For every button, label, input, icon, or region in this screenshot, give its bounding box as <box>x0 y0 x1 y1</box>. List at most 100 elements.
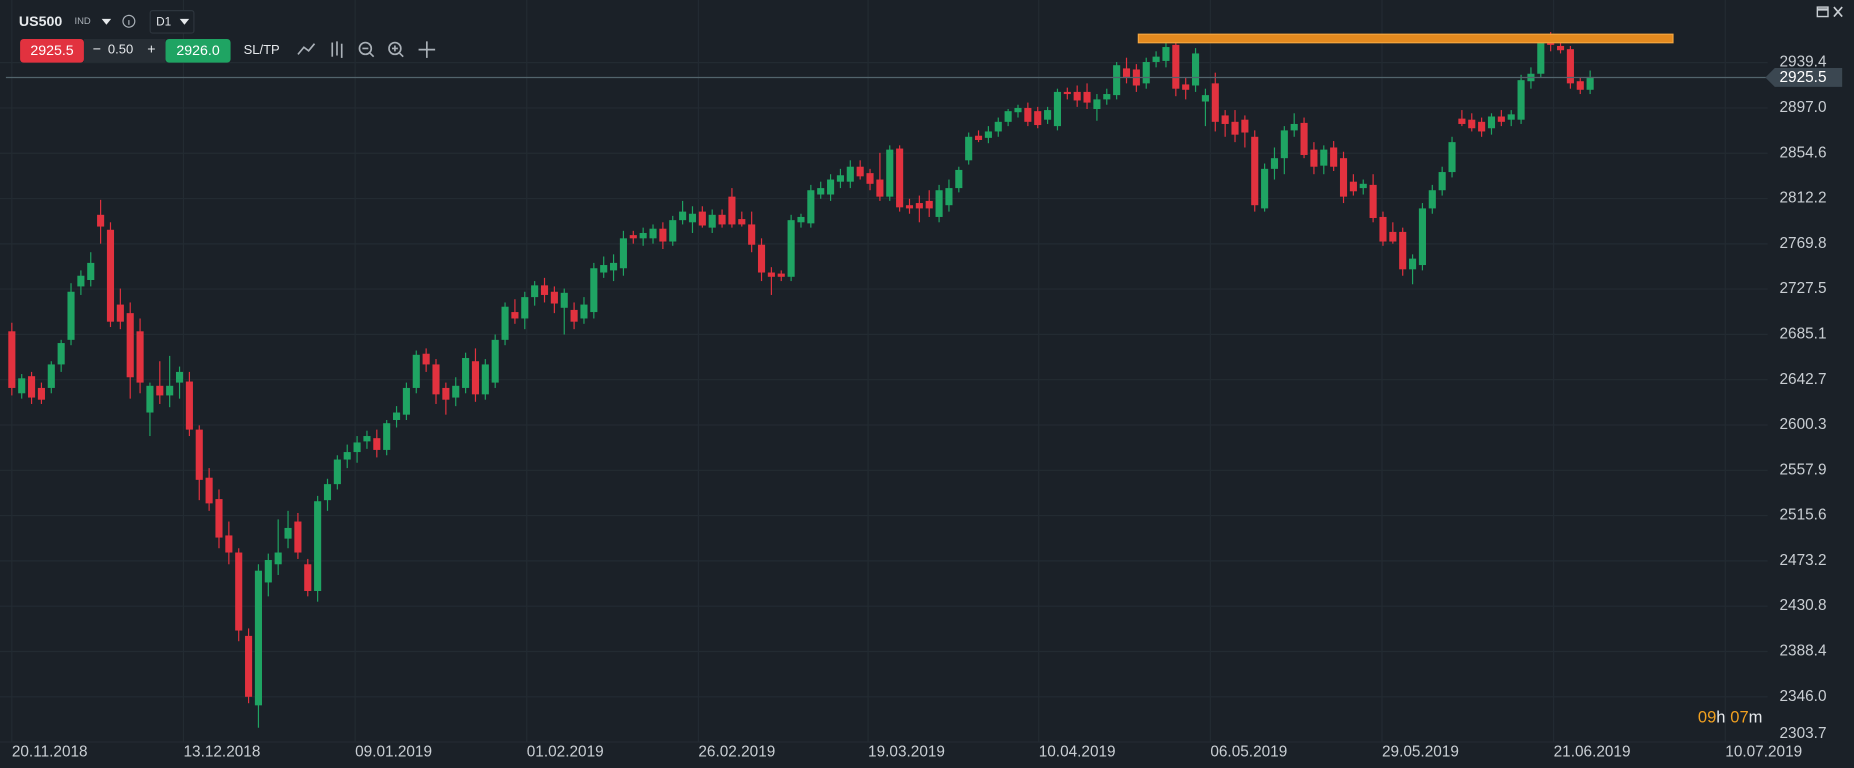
candle-body <box>550 291 558 304</box>
countdown-hours-unit: h <box>1716 708 1725 727</box>
candle-body <box>1073 91 1081 101</box>
candle-body <box>205 477 213 504</box>
symbol[interactable]: US500 <box>19 14 62 30</box>
candle-body <box>994 121 1002 132</box>
spread-plus[interactable]: + <box>147 41 155 57</box>
y-tick-label: 2388.4 <box>1780 643 1827 660</box>
y-tick-label: 2812.2 <box>1780 190 1827 207</box>
x-tick-label: 10.04.2019 <box>1039 744 1116 761</box>
candle-body <box>935 190 943 217</box>
toolbar: US500 IND D1 2925.5 − 0.50 + 2926.0 SL/T… <box>19 10 436 63</box>
candle-body <box>1122 68 1131 77</box>
y-tick-label: 2346.0 <box>1780 688 1827 705</box>
candle-body <box>590 268 598 313</box>
candle-body <box>471 361 480 395</box>
candle-body <box>807 190 815 224</box>
candle-body <box>827 179 835 195</box>
candle-body <box>462 358 470 388</box>
candle-body <box>1211 83 1219 122</box>
candle-body <box>1507 114 1515 120</box>
candle-body <box>1142 61 1150 84</box>
candle-body <box>1537 40 1545 74</box>
resistance-zone <box>1137 33 1674 44</box>
symbol-dropdown[interactable] <box>101 18 112 25</box>
candle-body <box>422 353 430 365</box>
candle-body <box>1300 122 1308 155</box>
candle-body <box>698 211 706 226</box>
candle-body <box>432 364 440 395</box>
candle-body <box>945 188 953 206</box>
candle-body <box>235 552 243 631</box>
candle-body <box>540 285 549 295</box>
candle-body <box>787 220 795 277</box>
plot-area <box>5 32 1768 728</box>
x-tick-label: 01.02.2019 <box>527 744 604 761</box>
candle-body <box>1359 183 1367 189</box>
candle-body <box>106 229 115 322</box>
candle-body <box>1310 149 1318 167</box>
candle-body <box>659 228 667 242</box>
candle-body <box>333 459 341 485</box>
candle-body <box>1478 121 1486 132</box>
spread-minus[interactable]: − <box>93 41 101 57</box>
candle-body <box>264 560 272 583</box>
close-button[interactable] <box>1833 6 1843 18</box>
candle-body <box>1231 121 1239 135</box>
candle-body <box>402 387 410 415</box>
candle-body <box>245 635 253 697</box>
candle-type-icon[interactable] <box>331 41 343 58</box>
candle-body <box>1063 91 1071 95</box>
sltp-button[interactable]: SL/TP <box>244 42 280 57</box>
sell-button[interactable] <box>20 38 84 63</box>
candle-body <box>136 331 144 383</box>
candle-body <box>1438 172 1446 191</box>
candle-body <box>146 385 154 413</box>
candle-body <box>1379 216 1387 242</box>
candle-body <box>1280 130 1288 159</box>
candle-body <box>412 354 420 388</box>
buy-price: 2926.0 <box>176 43 219 59</box>
candle-body <box>1330 147 1338 167</box>
candle-body <box>1024 107 1032 122</box>
y-tick-label: 2727.5 <box>1780 280 1827 297</box>
candle-body <box>610 262 618 271</box>
y-tick-label: 2685.1 <box>1780 325 1827 342</box>
candle-body <box>481 364 489 395</box>
candle-body <box>649 228 657 239</box>
candle-body <box>817 188 825 195</box>
candle-body <box>175 371 184 383</box>
candle-body <box>639 232 647 239</box>
candle-body <box>679 211 687 221</box>
candle-body <box>1468 119 1476 129</box>
x-tick-label: 20.11.2018 <box>12 744 88 761</box>
x-tick-label: 19.03.2019 <box>868 744 945 761</box>
icon-handle <box>399 52 404 58</box>
candle-body <box>1290 123 1298 131</box>
candle-body <box>442 387 450 400</box>
candle-body <box>896 148 904 208</box>
candle-body <box>57 343 65 365</box>
candle-body <box>708 214 716 228</box>
maximize-button[interactable] <box>1816 6 1829 18</box>
candle-body <box>669 220 677 242</box>
timeframe-select[interactable] <box>149 10 195 34</box>
candle-body <box>757 244 766 273</box>
buy-button[interactable] <box>165 38 231 63</box>
info-icon[interactable] <box>122 14 136 28</box>
pan-icon[interactable] <box>418 41 436 58</box>
line-tool-icon[interactable] <box>297 43 316 55</box>
candle-body <box>1152 56 1160 62</box>
y-tick-label: 2854.6 <box>1780 144 1827 161</box>
candle-body <box>728 196 736 225</box>
candle-body <box>856 166 864 177</box>
x-tick-label: 13.12.2018 <box>183 744 260 761</box>
candle-body <box>491 339 499 383</box>
zoom-out-icon[interactable] <box>358 41 375 58</box>
candle-body <box>1566 49 1574 84</box>
candle-body <box>570 309 578 322</box>
zoom-in-icon[interactable] <box>388 41 404 58</box>
candle-body <box>166 385 174 396</box>
candle-body <box>126 313 134 378</box>
candle-body <box>195 429 203 480</box>
